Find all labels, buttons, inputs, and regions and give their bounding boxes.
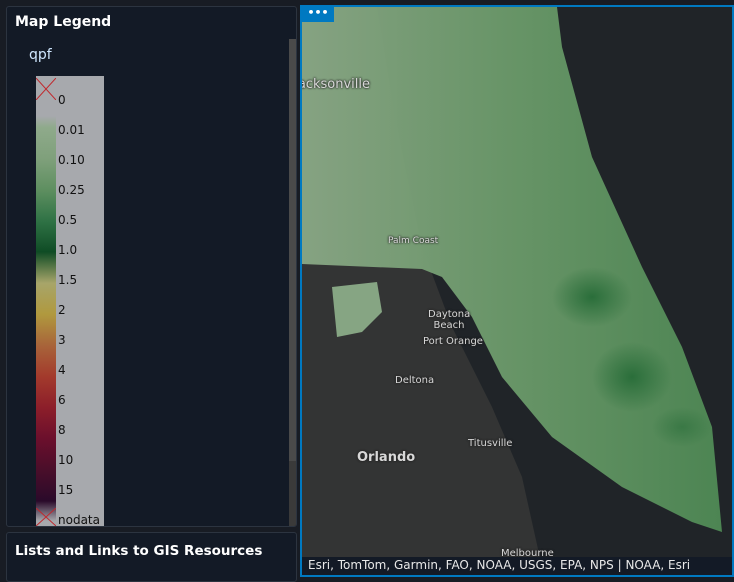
legend-label: 10 [58, 453, 74, 467]
legend-swatch: 0 0.01 0.10 0.25 0.5 1.0 1.5 2 3 4 6 8 1… [36, 76, 104, 527]
legend-label: 4 [58, 363, 66, 377]
city-label-daytona-beach: Daytona Beach [428, 309, 471, 331]
scrollbar-thumb[interactable] [289, 39, 296, 461]
legend-label: 6 [58, 393, 66, 407]
legend-label: 15 [58, 483, 74, 497]
city-label-titusville: Titusville [468, 438, 513, 449]
map-attribution: Esri, TomTom, Garmin, FAO, NOAA, USGS, E… [302, 557, 732, 575]
map-view[interactable]: ••• Jacksonville Palm Coast Daytona Beac… [300, 5, 734, 577]
legend-label: 0.10 [58, 153, 85, 167]
city-label-melbourne: Melbourne [501, 548, 554, 559]
nodata-x-icon [36, 508, 56, 526]
gis-resources-panel[interactable]: Lists and Links to GIS Resources [6, 532, 297, 582]
legend-label: 1.0 [58, 243, 78, 257]
no-value-x-icon [36, 78, 56, 100]
city-label-orlando: Orlando [357, 450, 416, 465]
gis-resources-title[interactable]: Lists and Links to GIS Resources [15, 543, 263, 559]
legend-title: Map Legend [15, 14, 112, 30]
legend-label: 0.25 [58, 183, 85, 197]
city-label-jacksonville: Jacksonville [300, 77, 370, 92]
color-ramp [36, 116, 56, 501]
map-menu-button[interactable]: ••• [302, 7, 334, 22]
legend-label: 0.5 [58, 213, 78, 227]
city-label-palm-coast: Palm Coast [388, 236, 439, 246]
map-canvas[interactable] [302, 7, 734, 577]
layer-name: qpf [29, 47, 52, 63]
legend-label: nodata [58, 513, 100, 527]
city-label-port-orange: Port Orange [423, 336, 483, 347]
legend-panel: Map Legend qpf 0 0.01 0.10 0.25 0.5 1.0 … [6, 6, 297, 527]
legend-label: 8 [58, 423, 66, 437]
legend-scrollbar[interactable] [289, 39, 296, 526]
legend-label: 2 [58, 303, 66, 317]
city-label-deltona: Deltona [395, 375, 435, 386]
qpf-overlay-patch [332, 282, 382, 337]
legend-label: 1.5 [58, 273, 78, 287]
legend-label: 3 [58, 333, 66, 347]
legend-label: 0 [58, 93, 66, 107]
legend-label: 0.01 [58, 123, 85, 137]
